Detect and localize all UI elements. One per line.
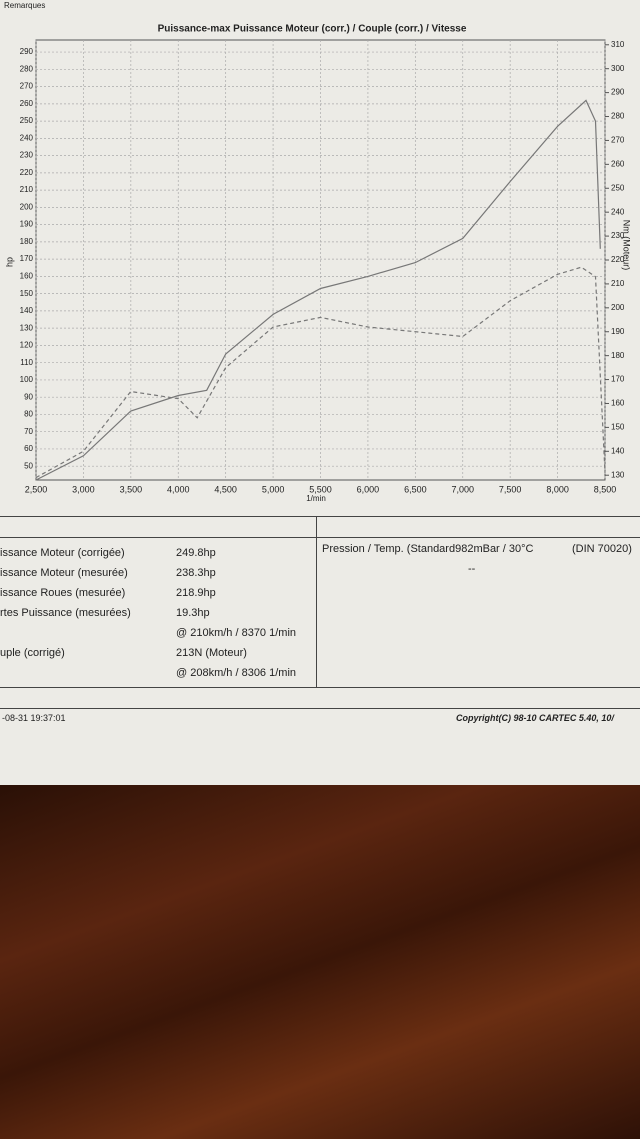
y-axis-label: hp: [4, 257, 14, 267]
x-tick-label: 3,500: [120, 484, 143, 494]
result-label: issance Roues (mesurée): [0, 587, 126, 599]
conditions: Pression / Temp. (Standard982mBar / 30°C: [322, 543, 534, 555]
y-tick-label: 100: [20, 375, 34, 384]
results-table: issance Moteur (corrigée) 249.8hp issance …: [0, 547, 316, 687]
y-tick-label: 70: [24, 427, 33, 436]
x-tick-label: 5,500: [309, 484, 332, 494]
y2-tick-label: 170: [611, 375, 625, 384]
y2-tick-label: 140: [611, 446, 625, 455]
y-tick-label: 240: [20, 133, 34, 142]
background: [0, 785, 640, 1139]
result-label: issance Moteur (mesurée): [0, 567, 128, 579]
x-tick-label: 3,000: [72, 484, 95, 494]
result-value: 249.8hp: [176, 547, 216, 559]
divider: [316, 517, 317, 687]
result-label: uple (corrigé): [0, 647, 65, 659]
divider: [0, 708, 640, 709]
note: --: [468, 563, 476, 575]
y2-tick-label: 180: [611, 351, 625, 360]
y-tick-label: 190: [20, 220, 34, 229]
y2-tick-label: 310: [611, 40, 625, 49]
y-tick-label: 290: [20, 47, 34, 56]
y-tick-label: 170: [20, 254, 34, 263]
result-value: 213N (Moteur): [176, 647, 247, 659]
y2-tick-label: 290: [611, 88, 625, 97]
y2-tick-label: 230: [611, 231, 625, 240]
y2-tick-label: 200: [611, 303, 625, 312]
x-tick-label: 5,000: [262, 484, 285, 494]
remarks: Remarques: [4, 1, 45, 10]
y-tick-label: 280: [20, 64, 34, 73]
x-tick-label: 6,000: [357, 484, 380, 494]
x-tick-label: 4,000: [167, 484, 190, 494]
y-tick-label: 150: [20, 289, 34, 298]
y-tick-label: 180: [20, 237, 34, 246]
y-tick-label: 250: [20, 116, 34, 125]
x-tick-label: 8,000: [546, 484, 569, 494]
y-tick-label: 220: [20, 168, 34, 177]
y2-tick-label: 150: [611, 423, 625, 432]
chart-title: Puissance-max Puissance Moteur (corr.) /…: [158, 24, 467, 35]
y-tick-label: 210: [20, 185, 34, 194]
y2-tick-label: 220: [611, 255, 625, 264]
y-tick-label: 90: [24, 392, 33, 401]
y-tick-label: 50: [24, 461, 33, 470]
y2-tick-label: 260: [611, 159, 625, 168]
y2-tick-label: 210: [611, 279, 625, 288]
footer-copyright: Copyright(C) 98-10 CARTEC 5.40, 10/: [456, 713, 614, 723]
x-tick-label: 8,500: [594, 484, 617, 494]
y2-tick-label: 300: [611, 64, 625, 73]
y2-axis-label: Nm (Moteur): [622, 220, 632, 271]
y-tick-label: 200: [20, 202, 34, 211]
footer-date: -08-31 19:37:01: [2, 713, 66, 723]
y-tick-label: 130: [20, 323, 34, 332]
y2-tick-label: 280: [611, 112, 625, 121]
x-tick-label: 7,000: [451, 484, 474, 494]
divider: [0, 537, 640, 538]
y2-tick-label: 190: [611, 327, 625, 336]
paper: Remarques Puissance-max Puissance Moteur…: [0, 0, 640, 788]
chart: Remarques Puissance-max Puissance Moteur…: [4, 1, 632, 503]
y2-tick-label: 130: [611, 470, 625, 479]
x-tick-label: 2,500: [25, 484, 48, 494]
x-tick-label: 4,500: [214, 484, 237, 494]
result-value: @ 208km/h / 8306 1/min: [176, 667, 297, 679]
results-box: issance Moteur (corrigée) 249.8hp issance …: [0, 516, 640, 688]
result-value: 19.3hp: [176, 607, 210, 619]
result-label: issance Moteur (corrigée): [0, 547, 125, 559]
result-value: @ 210km/h / 8370 1/min: [176, 627, 297, 639]
y-tick-label: 160: [20, 272, 34, 281]
y-tick-label: 270: [20, 82, 34, 91]
y-tick-label: 230: [20, 151, 34, 160]
result-label: rtes Puissance (mesurées): [0, 607, 131, 619]
y-tick-label: 110: [20, 358, 33, 367]
y-tick-label: 260: [20, 99, 34, 108]
y-tick-label: 120: [20, 341, 34, 350]
line-series: [35, 266, 606, 479]
x-axis-label: 1/min: [306, 494, 326, 503]
result-value: 238.3hp: [176, 567, 216, 579]
y2-tick-label: 270: [611, 136, 625, 145]
y-tick-label: 80: [24, 410, 33, 419]
y2-tick-label: 160: [611, 399, 625, 408]
x-tick-label: 6,500: [404, 484, 427, 494]
line-series: [35, 99, 601, 481]
y-tick-label: 60: [24, 444, 33, 453]
y2-tick-label: 250: [611, 183, 625, 192]
y-tick-label: 140: [20, 306, 34, 315]
result-value: 218.9hp: [176, 587, 216, 599]
x-tick-label: 7,500: [499, 484, 522, 494]
y2-tick-label: 240: [611, 207, 625, 216]
standard: (DIN 70020): [572, 543, 632, 555]
